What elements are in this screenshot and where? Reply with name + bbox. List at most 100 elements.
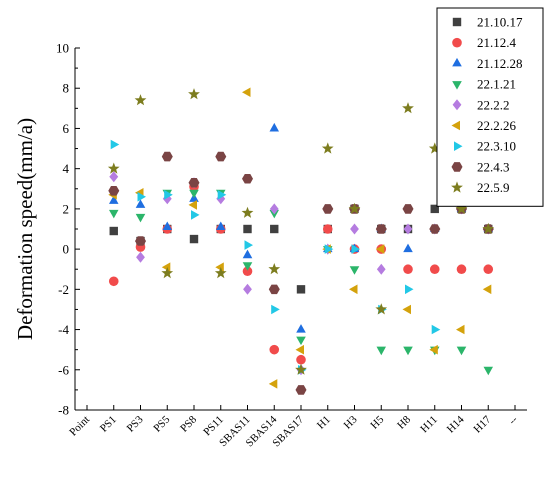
legend-marker	[451, 120, 460, 131]
y-axis-label: Deformation speed(mm/a)	[13, 118, 37, 340]
legend-label: 22.4.3	[477, 159, 510, 174]
series-22.2.26	[108, 87, 492, 389]
data-point	[482, 284, 492, 295]
x-tick-label: H14	[445, 413, 467, 435]
data-point	[483, 366, 493, 376]
data-point	[375, 224, 387, 234]
data-point	[188, 178, 200, 188]
data-point	[322, 204, 334, 214]
data-point	[189, 189, 199, 199]
data-point	[136, 251, 145, 263]
data-point	[244, 240, 253, 250]
data-point	[376, 346, 386, 356]
data-point	[456, 264, 467, 275]
data-point	[403, 346, 413, 356]
x-tick-label: --	[506, 413, 520, 427]
legend-label: 22.2.2	[477, 97, 510, 112]
data-point	[348, 202, 361, 214]
data-point	[295, 344, 304, 355]
data-point	[269, 122, 279, 132]
data-point	[135, 236, 146, 246]
data-point	[109, 226, 118, 236]
x-tick-label: H5	[368, 413, 386, 431]
data-point	[243, 224, 252, 234]
y-tick-label: 4	[63, 161, 70, 176]
data-point	[242, 262, 253, 271]
x-tick-label: PS1	[98, 414, 119, 435]
data-point	[350, 223, 359, 235]
legend-label: 22.1.21	[477, 77, 516, 92]
data-point	[188, 88, 200, 100]
x-tick-label: Point	[67, 414, 92, 439]
data-point	[270, 224, 279, 234]
data-point	[109, 195, 119, 204]
legend-marker	[454, 141, 463, 151]
data-point	[162, 221, 172, 230]
data-point	[322, 224, 333, 234]
data-point	[429, 264, 440, 275]
data-point	[108, 276, 119, 287]
y-tick-label: 6	[63, 121, 70, 136]
legend-marker	[452, 99, 462, 111]
data-point	[430, 204, 439, 214]
legend-marker	[452, 37, 462, 48]
x-tick-label: PS3	[125, 413, 146, 434]
y-tick-label: 2	[63, 201, 70, 216]
data-point	[296, 336, 306, 346]
legend-label: 22.3.10	[477, 139, 516, 154]
data-point	[429, 224, 441, 234]
data-point	[296, 285, 306, 294]
data-point	[295, 385, 307, 395]
data-point	[269, 344, 280, 355]
series-21.10.17	[109, 204, 493, 294]
data-point	[242, 249, 253, 259]
legend-label: 22.2.26	[477, 118, 517, 133]
data-point	[242, 87, 251, 97]
data-point	[403, 243, 413, 253]
data-point	[215, 151, 227, 162]
legend-marker	[451, 162, 463, 172]
legend-marker	[452, 17, 462, 27]
data-point	[243, 283, 252, 295]
data-point	[109, 171, 119, 183]
legend-marker	[452, 81, 462, 90]
y-tick-label: -6	[58, 362, 69, 377]
legend-label: 21.12.4	[477, 35, 517, 50]
data-point	[403, 264, 413, 275]
y-tick-label: -8	[58, 403, 69, 418]
y-tick-label: -4	[58, 322, 69, 337]
data-point	[214, 267, 227, 279]
data-point	[161, 267, 174, 279]
data-point	[161, 151, 173, 162]
data-points	[107, 87, 495, 395]
data-point	[402, 304, 411, 315]
data-point	[375, 244, 385, 254]
data-point	[241, 206, 254, 218]
data-point	[109, 209, 119, 219]
x-tick-label: PS8	[178, 413, 199, 434]
data-point	[376, 263, 386, 275]
data-point	[191, 210, 200, 220]
series-22.5.9	[107, 88, 495, 375]
x-tick-label: H17	[471, 413, 493, 435]
data-point	[296, 324, 306, 333]
data-point	[268, 263, 281, 275]
data-point	[107, 162, 120, 174]
data-point	[429, 344, 438, 355]
data-point	[271, 304, 280, 315]
y-tick-label: 8	[63, 81, 70, 96]
data-point	[188, 200, 197, 210]
data-point	[402, 204, 414, 214]
data-point	[217, 190, 227, 200]
x-tick-label: PS5	[151, 413, 172, 434]
data-point	[134, 94, 147, 106]
data-point	[324, 244, 334, 254]
legend-marker	[451, 181, 463, 193]
data-point	[405, 284, 414, 295]
data-point	[351, 244, 360, 254]
axes	[74, 47, 527, 411]
data-point	[268, 284, 280, 295]
data-point	[295, 363, 307, 375]
y-tick-label: -2	[58, 282, 69, 297]
